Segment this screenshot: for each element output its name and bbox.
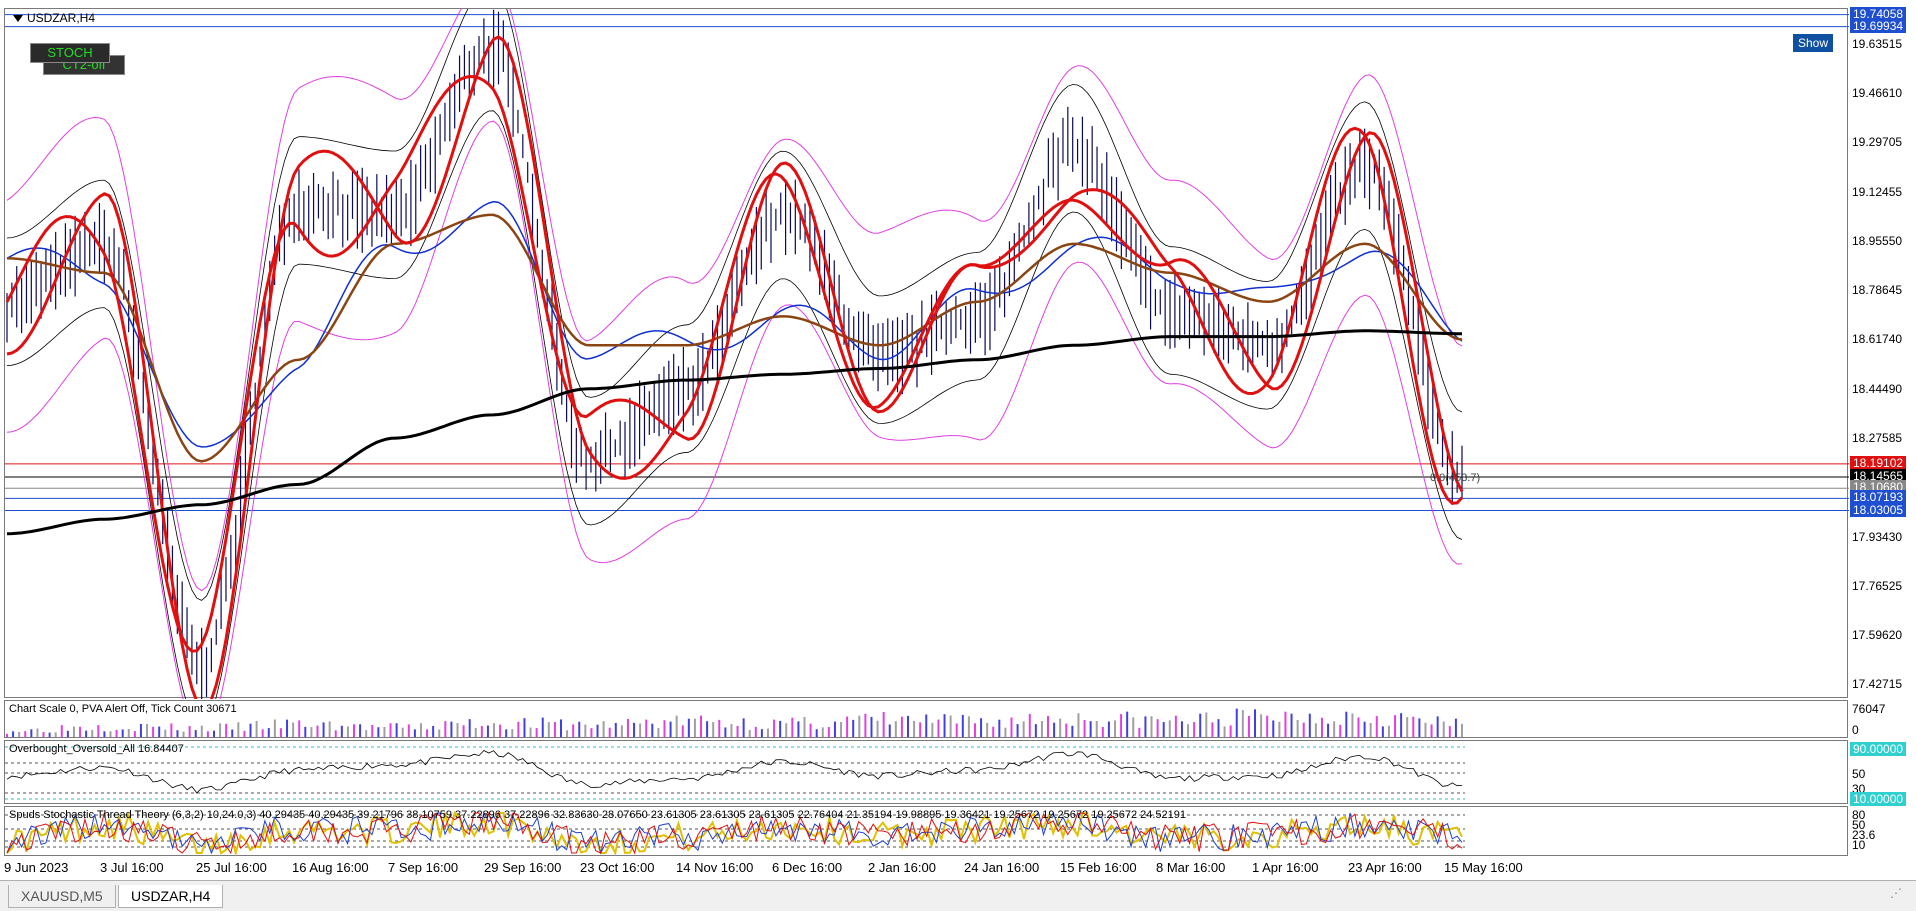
price-level-label: 18.07193 — [1850, 490, 1907, 505]
stoch-svg — [5, 811, 1465, 857]
price-level-label: 18.14565 — [1850, 469, 1907, 484]
price-tick: 19.46610 — [1852, 86, 1903, 101]
time-tick: 14 Nov 16:00 — [676, 860, 754, 875]
dropdown-triangle-icon — [13, 15, 23, 23]
osc-pane[interactable]: Overbought_Oversold_All 16.84407 — [4, 740, 1848, 804]
time-tick: 16 Aug 16:00 — [292, 860, 369, 875]
osc-line — [6, 750, 1463, 794]
price-tick: 18.44490 — [1852, 382, 1903, 397]
volume-pane[interactable]: Chart Scale 0, PVA Alert Off, Tick Count… — [4, 700, 1848, 738]
price-level-label: 19.74058 — [1850, 6, 1907, 21]
time-tick: 3 Jul 16:00 — [100, 860, 164, 875]
lower-envelope-line — [6, 120, 1463, 699]
indicator-axis-label: 80 — [1852, 808, 1866, 822]
price-tick: 17.42715 — [1852, 677, 1903, 692]
time-tick: 23 Oct 16:00 — [580, 860, 655, 875]
price-level-label: 19.69934 — [1850, 18, 1907, 33]
indicator-axis-label: 76047 — [1852, 702, 1886, 716]
stoch-pane[interactable]: Spuds Stochastic Thread Theory (6,3,2) 1… — [4, 806, 1848, 857]
osc-pane-label: Overbought_Oversold_All 16.84407 — [9, 743, 184, 755]
price-tick: 18.61740 — [1852, 332, 1903, 347]
price-tick: 18.95550 — [1852, 234, 1903, 249]
time-tick: 1 Apr 16:00 — [1252, 860, 1319, 875]
price-tick: 19.29705 — [1852, 135, 1903, 150]
symbol-text: USDZAR,H4 — [27, 11, 96, 25]
time-tick: 7 Sep 16:00 — [388, 860, 459, 875]
upper-band-line — [6, 9, 1463, 601]
indicator-axis-label: 23.6 — [1852, 828, 1876, 842]
tab-xauusd-m5[interactable]: XAUUSD,M5 — [8, 885, 116, 908]
price-tick: 18.78645 — [1852, 283, 1903, 298]
time-tick: 9 Jun 2023 — [4, 860, 69, 875]
time-tick: 2 Jan 16:00 — [868, 860, 936, 875]
red-channel-lower — [6, 35, 1464, 699]
stoch-button[interactable]: STOCH — [30, 43, 110, 63]
tab-usdzar-h4[interactable]: USDZAR,H4 — [118, 885, 224, 908]
time-tick: 15 May 16:00 — [1444, 860, 1523, 875]
price-tick: 17.76525 — [1852, 579, 1903, 594]
symbol-label[interactable]: USDZAR,H4 — [13, 11, 95, 25]
indicator-axis-label: 10 — [1852, 838, 1866, 852]
price-tick: 19.12455 — [1852, 185, 1903, 200]
main-chart-pane[interactable]: 0.0(453.7) USDZAR,H4 CT2-off STOCH Show — [4, 8, 1849, 699]
indicator-axis-label: 90.00000 — [1850, 742, 1907, 756]
time-tick: 24 Jan 16:00 — [964, 860, 1040, 875]
indicator-axis-label: 50 — [1852, 767, 1866, 781]
fib-annotation: 0.0(453.7) — [1430, 472, 1480, 484]
price-tick: 17.59620 — [1852, 628, 1903, 643]
time-tick: 15 Feb 16:00 — [1060, 860, 1137, 875]
indicator-axis-label: 50 — [1852, 818, 1866, 832]
volume-svg — [6, 708, 1463, 737]
time-tick: 29 Sep 16:00 — [484, 860, 562, 875]
resize-grip-icon[interactable]: ⋰ — [1890, 886, 1902, 900]
red-channel-upper — [5, 74, 1464, 653]
price-level-label: 18.19102 — [1850, 455, 1907, 470]
show-button[interactable]: Show — [1792, 33, 1834, 53]
price-tick: 17.93430 — [1852, 530, 1903, 545]
price-tick: 18.27585 — [1852, 431, 1903, 446]
stoch-line-2 — [6, 811, 1463, 855]
blue-ma-line — [6, 200, 1463, 448]
indicator-axis-label: 10.00000 — [1850, 792, 1907, 806]
osc-svg — [5, 746, 1465, 800]
candles — [6, 9, 1463, 699]
indicator-axis-label: 0 — [1852, 723, 1859, 737]
lower-band-line — [6, 110, 1463, 699]
time-tick: 23 Apr 16:00 — [1348, 860, 1422, 875]
time-tick: 6 Dec 16:00 — [772, 860, 843, 875]
black-long-ma-line — [6, 329, 1462, 536]
time-axis: 9 Jun 2023 3 Jul 16:00 25 Jul 16:00 16 Aug … — [0, 858, 1916, 878]
price-tick: 19.63515 — [1852, 37, 1903, 52]
upper-envelope-line — [6, 9, 1463, 592]
stoch-pane-label: Spuds Stochastic Thread Theory (6,3,2) 1… — [9, 809, 1187, 821]
time-tick: 25 Jul 16:00 — [196, 860, 267, 875]
price-level-label: 18.03005 — [1850, 502, 1907, 517]
time-tick: 8 Mar 16:00 — [1156, 860, 1226, 875]
price-chart-svg: 0.0(453.7) — [5, 9, 1849, 699]
volume-pane-label: Chart Scale 0, PVA Alert Off, Tick Count… — [9, 703, 237, 715]
chart-tabs: XAUUSD,M5 USDZAR,H4 — [0, 880, 1916, 911]
brown-ma-line — [6, 213, 1463, 463]
